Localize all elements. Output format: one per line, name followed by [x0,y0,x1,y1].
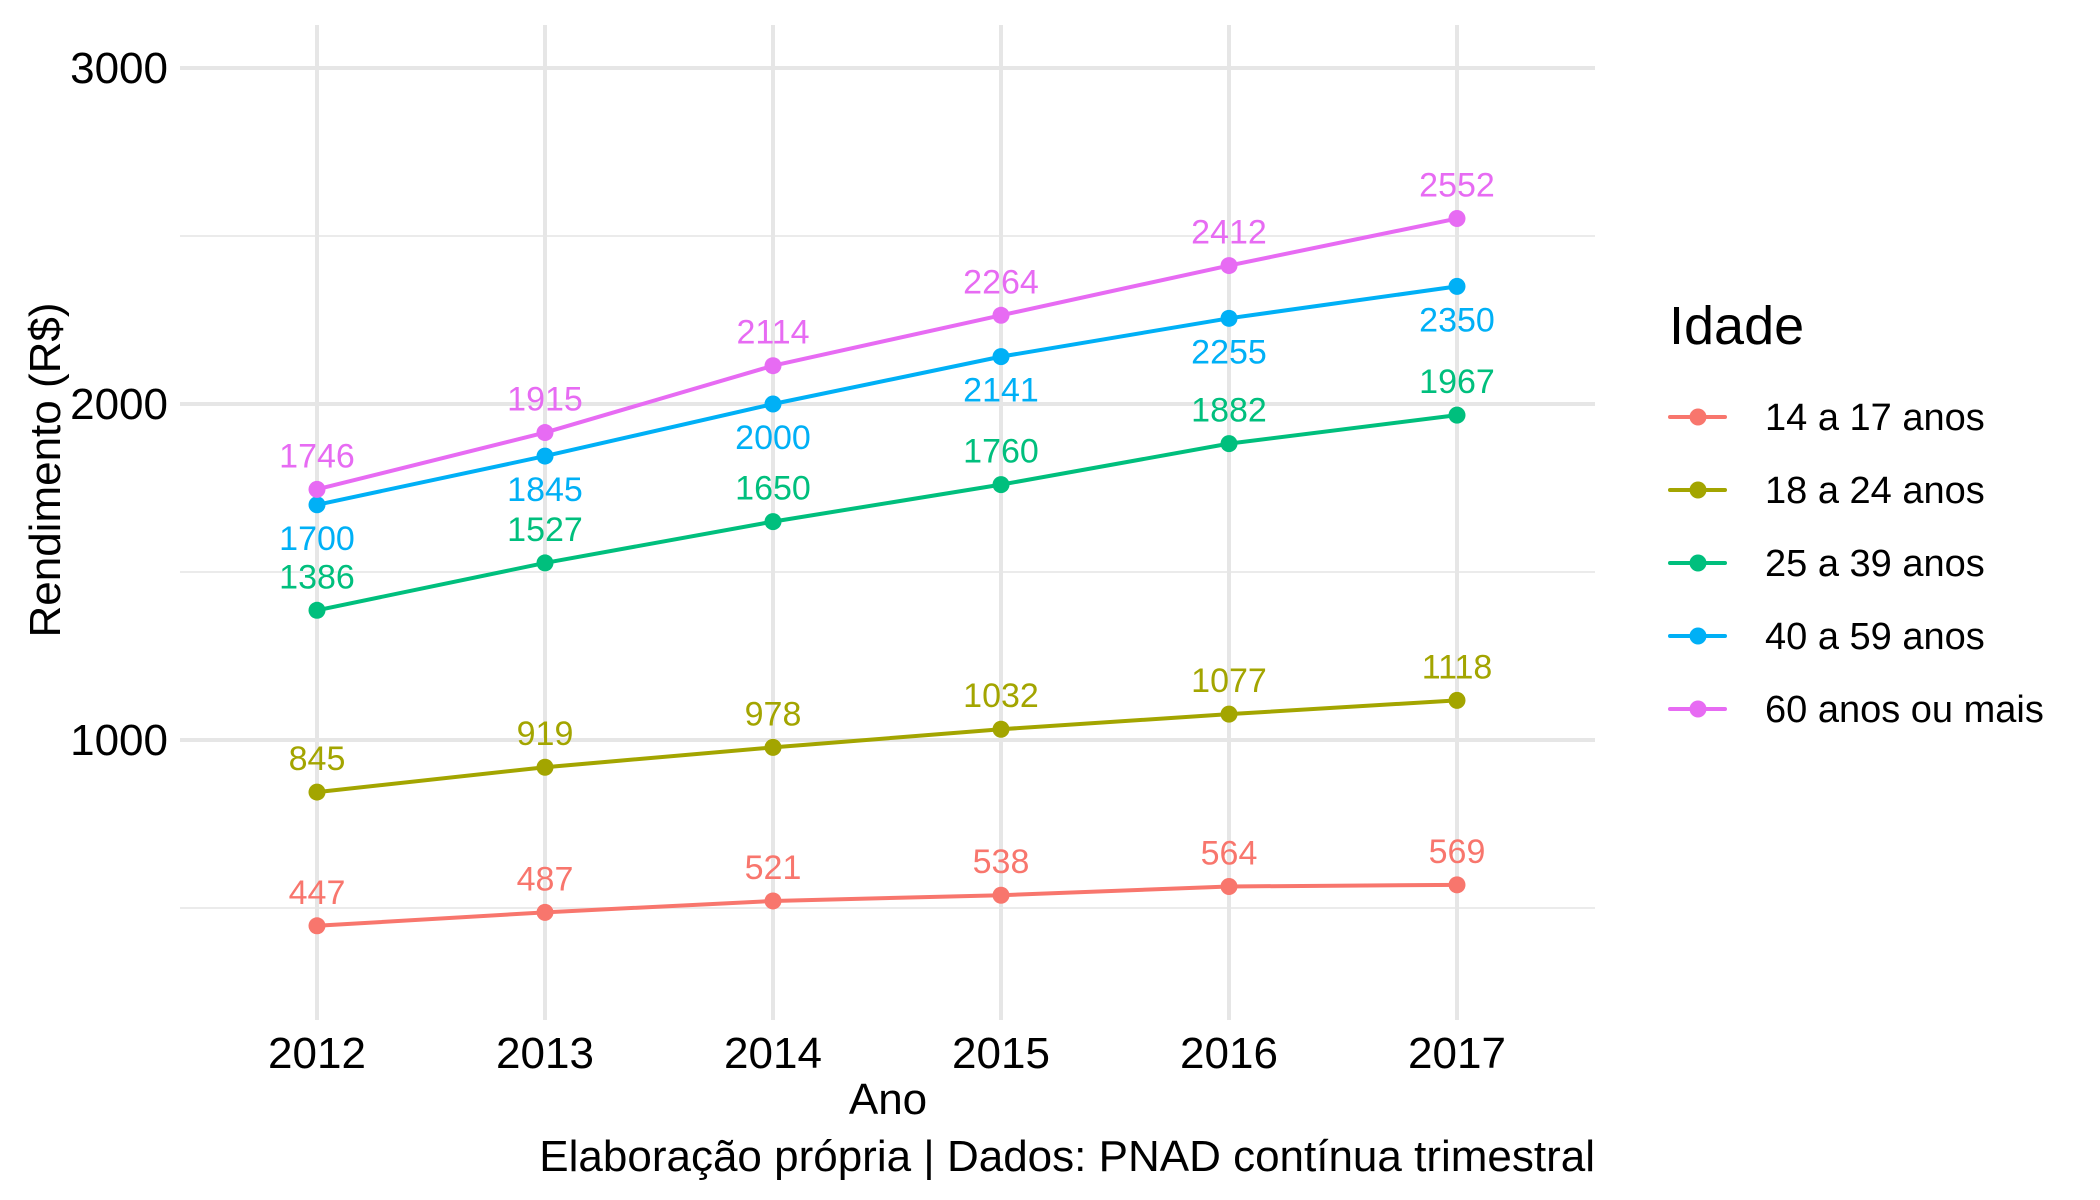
data-label-0-5: 569 [1429,833,1486,871]
data-label-2-0: 1386 [279,558,355,596]
series-point-3-2 [764,395,782,413]
series-point-4-0 [308,480,326,498]
series-point-1-2 [764,738,782,756]
series-point-2-0 [308,601,326,619]
data-label-1-1: 919 [517,715,574,753]
legend-title: Idade [1669,296,1804,356]
data-label-4-0: 1746 [279,437,355,475]
legend-point-3 [1689,627,1707,645]
label-layer: 447 487 521 538 564 569 845 919 978 1032 1077 1118 1… [279,167,1495,912]
data-label-1-2: 978 [745,695,802,733]
series-point-3-3 [992,348,1010,366]
legend-point-4 [1689,700,1707,718]
data-label-4-3: 2264 [963,263,1039,301]
data-label-3-5: 2350 [1419,301,1495,339]
data-label-1-4: 1077 [1191,662,1267,700]
axis-layer: 1000 2000 3000 2012 2013 2014 2015 2016 2017 [70,44,1506,1078]
series-point-3-1 [536,447,554,465]
series-point-0-5 [1448,876,1466,894]
grid-layer [180,25,1595,1020]
series-point-1-1 [536,758,554,776]
series-point-0-0 [308,917,326,935]
series-point-4-3 [992,306,1010,324]
data-label-3-1: 1845 [507,471,583,509]
series-point-4-4 [1220,257,1238,275]
x-tick-label-2016: 2016 [1180,1029,1278,1078]
legend-point-0 [1689,408,1707,426]
series-point-1-4 [1220,705,1238,723]
data-label-2-1: 1527 [507,511,583,549]
x-tick-label-2017: 2017 [1408,1029,1506,1078]
legend-label-4: 60 anos ou mais [1765,689,2044,731]
series-point-4-2 [764,357,782,375]
series-line-1 [315,698,1459,795]
data-label-0-3: 538 [973,843,1030,881]
data-label-3-0: 1700 [279,520,355,558]
x-tick-label-2012: 2012 [268,1029,366,1078]
data-label-2-3: 1760 [963,433,1039,471]
data-label-2-5: 1967 [1419,363,1495,401]
data-label-2-2: 1650 [735,470,811,508]
y-tick-label-3000: 3000 [70,44,168,93]
y-axis-title: Rendimento (R$) [21,302,70,637]
data-label-3-2: 2000 [735,419,811,457]
data-label-0-2: 521 [745,849,802,887]
data-label-0-0: 447 [289,874,346,912]
series-point-3-5 [1448,277,1466,295]
series-point-1-5 [1448,691,1466,709]
legend-label-2: 25 a 39 anos [1765,543,1985,585]
data-label-1-5: 1118 [1422,648,1493,686]
series-line-0 [315,882,1459,928]
legend-label-3: 40 a 59 anos [1765,616,1985,658]
series-point-0-2 [764,892,782,910]
x-tick-label-2013: 2013 [496,1029,594,1078]
series-line-4 [315,216,1459,492]
series-point-2-5 [1448,406,1466,424]
data-label-4-2: 2114 [736,314,809,352]
data-label-4-1: 1915 [507,381,583,419]
series-point-4-5 [1448,210,1466,228]
legend-label-0: 14 a 17 anos [1765,397,1985,439]
series-point-3-0 [308,496,326,514]
series-line-2 [315,413,1459,613]
data-label-3-3: 2141 [963,372,1039,410]
legend-point-1 [1689,481,1707,499]
series-layer [308,210,1466,935]
series-point-0-1 [536,903,554,921]
series-point-2-2 [764,513,782,531]
data-label-4-4: 2412 [1191,214,1267,252]
data-label-4-5: 2552 [1419,167,1495,205]
series-point-1-0 [308,783,326,801]
series-point-0-3 [992,886,1010,904]
x-tick-label-2015: 2015 [952,1029,1050,1078]
data-label-3-4: 2255 [1191,333,1267,371]
series-point-3-4 [1220,309,1238,327]
x-axis-title: Ano [849,1075,927,1124]
series-point-1-3 [992,720,1010,738]
x-tick-label-2014: 2014 [724,1029,822,1078]
series-line-3 [315,284,1459,507]
data-label-1-0: 845 [289,740,346,778]
data-label-0-1: 487 [517,860,574,898]
series-point-2-1 [536,554,554,572]
data-label-1-3: 1032 [963,677,1039,715]
data-label-2-4: 1882 [1191,392,1267,430]
y-tick-label-1000: 1000 [70,716,168,765]
y-tick-label-2000: 2000 [70,380,168,429]
series-point-2-3 [992,476,1010,494]
legend-label-1: 18 a 24 anos [1765,470,1985,512]
chart-caption: Elaboração própria | Dados: PNAD contínu… [539,1132,1595,1181]
legend-point-2 [1689,554,1707,572]
series-point-4-1 [536,424,554,442]
series-point-2-4 [1220,435,1238,453]
data-label-0-4: 564 [1201,834,1258,872]
legend: Idade 14 a 17 anos 18 a 24 anos 25 a 39 an… [1668,296,2044,731]
series-point-0-4 [1220,877,1238,895]
